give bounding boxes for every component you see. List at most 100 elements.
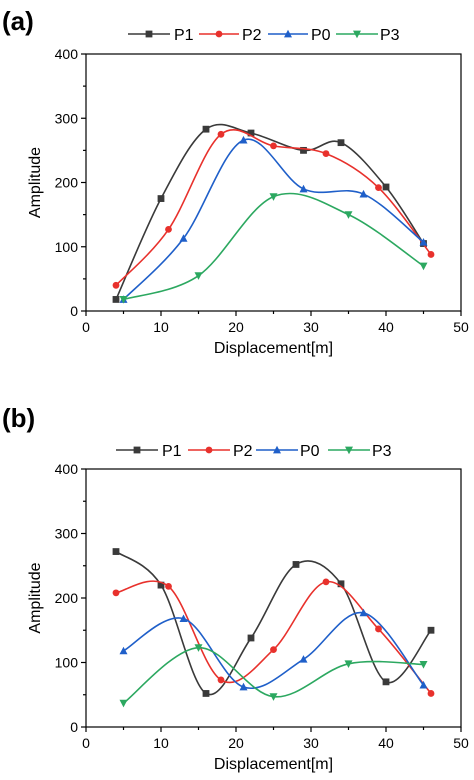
legend-marker <box>345 446 353 455</box>
y-tick-label: 300 <box>55 110 79 126</box>
x-tick-label: 0 <box>82 735 90 751</box>
legend-label: P0 <box>300 443 320 460</box>
data-point-P2 <box>375 184 382 192</box>
data-point-P2 <box>270 646 277 653</box>
legend-label: P3 <box>372 443 392 460</box>
panel-label: (b) <box>2 403 35 433</box>
data-point-P1 <box>202 690 210 697</box>
y-tick-label: 0 <box>70 719 78 735</box>
y-axis-label: Amplitude <box>27 562 44 633</box>
data-point-P1 <box>112 548 120 555</box>
x-tick-label: 20 <box>228 735 244 751</box>
data-point-P2 <box>165 582 172 590</box>
chart-panel-1: (b) 0 10 20 30 40 50 0 100 200 300 400 Displacement[… <box>2 403 469 773</box>
legend-item-P2: P2 <box>199 27 262 44</box>
x-tick-label: 0 <box>82 319 90 335</box>
y-tick-label: 400 <box>55 461 79 477</box>
data-point-P2 <box>217 676 225 684</box>
data-point-P0 <box>239 682 248 691</box>
x-tick-label: 10 <box>153 735 169 751</box>
series-P0 <box>119 608 428 691</box>
legend-label: P2 <box>242 27 262 44</box>
series-P0 <box>119 135 428 303</box>
data-point-P1 <box>157 581 165 589</box>
data-point-P3 <box>344 660 353 668</box>
data-point-P1 <box>112 296 120 303</box>
data-point-P1 <box>382 183 390 191</box>
data-point-P3 <box>269 693 278 701</box>
data-point-P2 <box>165 226 172 233</box>
data-point-P0 <box>299 655 308 663</box>
series-line-P1 <box>115 550 432 696</box>
legend-item-P3: P3 <box>336 27 400 44</box>
data-point-P0 <box>359 189 368 198</box>
panel-label: (a) <box>2 6 34 36</box>
data-point-P1 <box>247 634 255 642</box>
data-point-P1 <box>427 626 435 634</box>
data-point-P2 <box>427 251 435 258</box>
legend-item-P3: P3 <box>328 443 392 460</box>
chart-panel-0: (a) 0 10 20 30 40 50 0 100 200 300 400 Displacement[… <box>2 6 469 357</box>
data-point-P1 <box>292 561 300 568</box>
data-point-P3 <box>419 661 428 669</box>
y-tick-label: 0 <box>70 303 78 319</box>
data-point-P0 <box>179 614 188 623</box>
data-point-P3 <box>194 644 203 652</box>
data-point-P3 <box>344 211 353 219</box>
data-point-P2 <box>217 130 225 138</box>
y-tick-label: 300 <box>55 526 79 542</box>
legend-item-P1: P1 <box>116 443 182 460</box>
data-point-P1 <box>300 146 307 154</box>
data-point-P0 <box>179 234 188 242</box>
y-tick-label: 400 <box>55 46 79 62</box>
series-line-P1 <box>115 123 425 300</box>
series-line-P3 <box>123 192 424 301</box>
series-P3 <box>119 644 428 708</box>
x-tick-label: 50 <box>453 735 469 751</box>
data-point-P0 <box>119 646 128 655</box>
series-P1 <box>112 123 427 303</box>
x-tick-label: 50 <box>453 319 469 335</box>
y-axis-label: Amplitude <box>27 147 44 218</box>
series-line-P0 <box>122 138 425 300</box>
series-P3 <box>119 192 428 304</box>
data-point-P0 <box>419 680 428 689</box>
data-point-P1 <box>247 129 255 137</box>
x-tick-label: 10 <box>153 319 169 335</box>
data-point-P2 <box>112 589 120 597</box>
y-tick-label: 200 <box>55 590 79 606</box>
legend-marker <box>284 29 292 38</box>
data-point-P1 <box>337 580 345 588</box>
data-point-P2 <box>322 150 330 157</box>
y-tick-label: 100 <box>55 239 79 255</box>
data-point-P3 <box>194 272 203 280</box>
legend-marker <box>273 445 281 454</box>
data-point-P3 <box>269 193 278 201</box>
x-axis-label: Displacement[m] <box>214 756 333 773</box>
legend-label: P2 <box>233 443 253 460</box>
data-point-P2 <box>322 578 330 586</box>
y-tick-label: 200 <box>55 175 79 191</box>
data-point-P2 <box>270 142 277 150</box>
data-point-P0 <box>419 238 428 246</box>
data-point-P1 <box>157 195 165 202</box>
legend-item-P2: P2 <box>188 443 253 460</box>
x-tick-label: 30 <box>303 319 319 335</box>
series-P2 <box>112 128 435 289</box>
x-axis-label: Displacement[m] <box>214 340 333 357</box>
legend-item-P0: P0 <box>268 27 331 44</box>
data-point-P3 <box>419 262 428 271</box>
legend-item-P0: P0 <box>256 443 320 460</box>
data-point-P0 <box>239 135 248 144</box>
legend-marker <box>215 30 223 38</box>
data-point-P3 <box>119 699 128 708</box>
data-point-P1 <box>202 125 210 133</box>
legend-label: P3 <box>380 27 400 44</box>
x-tick-label: 20 <box>228 319 244 335</box>
legend-marker <box>205 446 213 454</box>
x-tick-label: 40 <box>378 319 394 335</box>
x-tick-label: 30 <box>303 735 319 751</box>
x-tick-label: 40 <box>378 735 394 751</box>
plot-frame <box>85 53 462 312</box>
